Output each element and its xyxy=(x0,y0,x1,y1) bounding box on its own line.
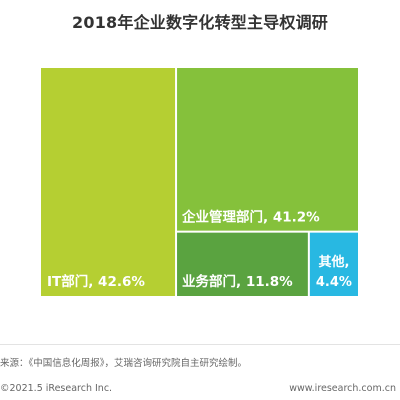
footer-divider xyxy=(0,344,400,345)
tile-it xyxy=(41,68,176,296)
tile-other xyxy=(309,232,358,296)
chart-title: 2018年企业数字化转型主导权调研 xyxy=(72,13,328,32)
label-other-value: 4.4% xyxy=(316,275,352,290)
label-business: 业务部门, 11.8% xyxy=(182,273,293,290)
copyright-text: ©2021.5 iResearch Inc. xyxy=(0,383,113,394)
tile-management xyxy=(177,68,358,231)
label-management: 企业管理部门, 41.2% xyxy=(181,209,320,226)
source-note: 来源：《中国信息化周报》，艾瑞咨询研究院自主研究绘制。 xyxy=(0,358,248,369)
website-link[interactable]: www.iresearch.com.cn xyxy=(289,383,396,394)
tile-business xyxy=(177,232,308,296)
label-other-name: 其他, xyxy=(318,254,349,270)
label-it: IT部门, 42.6% xyxy=(47,273,145,290)
